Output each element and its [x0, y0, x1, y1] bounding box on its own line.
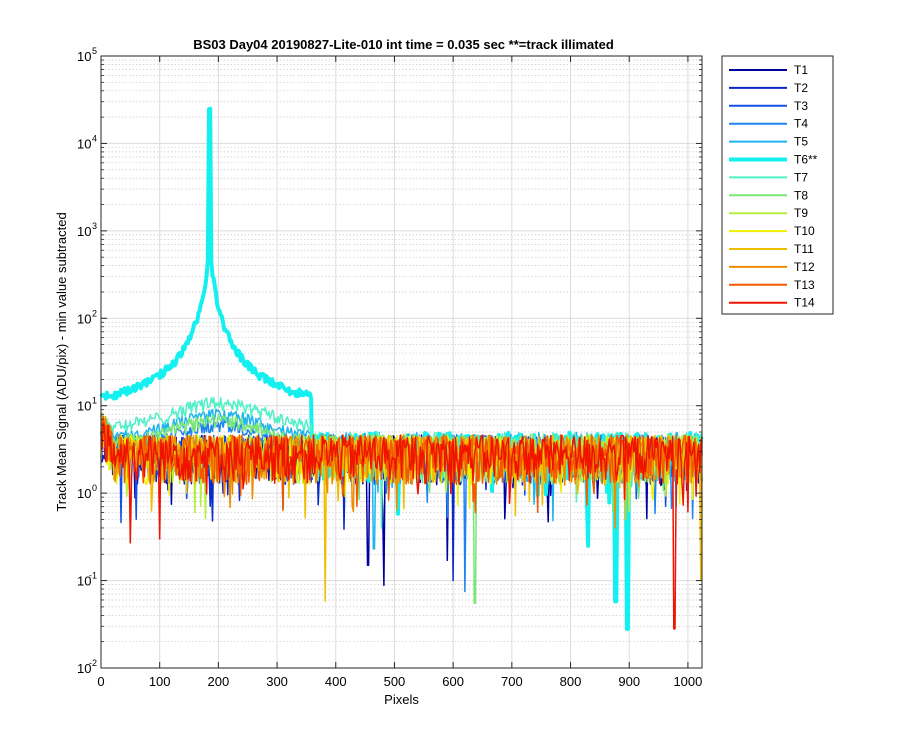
x-tick-label: 1000: [673, 674, 702, 689]
y-tick-label: 10 1: [77, 396, 97, 414]
y-tick-label: 10 0: [77, 483, 97, 501]
x-tick-label: 900: [618, 674, 640, 689]
y-tick-exponent: 4: [92, 133, 97, 143]
x-tick-label: 600: [442, 674, 464, 689]
y-tick-exponent: -1: [89, 571, 97, 581]
y-tick-base: 10: [77, 311, 91, 326]
legend: T1 T2 T3 T4 T5 T6** T7 T8 T9 T10 T11 T12 T13 T14: [721, 55, 834, 315]
y-tick-label: 10-2: [77, 658, 97, 676]
legend-box: [721, 55, 834, 315]
y-tick-base: 10: [77, 661, 91, 676]
legend-entry: T1: [729, 63, 808, 77]
legend-entry: T14: [729, 296, 815, 310]
legend-entry: T5: [729, 135, 808, 149]
legend-entry: T11: [729, 242, 814, 256]
y-tick-label: 10-1: [77, 571, 97, 589]
legend-entry: T8: [729, 188, 808, 202]
x-tick-label: 300: [266, 674, 288, 689]
y-tick-label: 10 5: [77, 46, 97, 64]
legend-label: T10: [794, 224, 815, 238]
x-tick-label: 700: [501, 674, 523, 689]
legend-entry: T10: [729, 224, 815, 238]
x-tick-label: 200: [208, 674, 230, 689]
legend-entry: T3: [729, 99, 808, 113]
axis-ticks: 0 100 200 300 400 500 600 700 800 900 100010-210-1…: [77, 46, 702, 689]
y-tick-exponent: 2: [92, 308, 97, 318]
legend-label: T6**: [794, 153, 818, 167]
y-tick-base: 10: [77, 136, 91, 151]
y-tick-label: 10 3: [77, 221, 97, 239]
legend-label: T1: [794, 63, 808, 77]
series-line-t13: [100, 415, 703, 514]
y-tick-base: 10: [77, 574, 91, 589]
y-tick-exponent: 0: [92, 483, 97, 493]
plot-area-frame: [100, 55, 703, 669]
y-axis-label: Track Mean Signal (ADU/pix) - min value …: [54, 212, 69, 511]
legend-label: T8: [794, 188, 808, 202]
legend-label: T13: [794, 278, 815, 292]
x-tick-label: 100: [149, 674, 171, 689]
y-tick-label: 10 2: [77, 308, 97, 326]
legend-entry: T9: [729, 206, 808, 220]
legend-label: T3: [794, 99, 808, 113]
x-tick-label: 400: [325, 674, 347, 689]
y-tick-exponent: 5: [92, 46, 97, 56]
y-tick-label: 10 4: [77, 133, 97, 151]
y-tick-exponent: 3: [92, 221, 97, 231]
series-lines: [99, 106, 704, 631]
series-line-t14: [100, 422, 703, 630]
legend-label: T4: [794, 117, 808, 131]
x-tick-label: 0: [97, 674, 104, 689]
x-tick-label: 800: [560, 674, 582, 689]
legend-entry: T6**: [729, 153, 818, 167]
legend-label: T12: [794, 260, 815, 274]
legend-label: T7: [794, 170, 808, 184]
y-tick-base: 10: [77, 486, 91, 501]
y-tick-base: 10: [77, 49, 91, 64]
legend-label: T11: [794, 242, 814, 256]
legend-label: T9: [794, 206, 808, 220]
x-tick-label: 500: [384, 674, 406, 689]
x-axis-label: Pixels: [384, 692, 419, 707]
legend-entry: T13: [729, 278, 815, 292]
legend-entry: T12: [729, 260, 815, 274]
legend-label: T2: [794, 81, 808, 95]
legend-entry: T4: [729, 117, 808, 131]
y-tick-exponent: 1: [92, 396, 97, 406]
legend-label: T5: [794, 135, 808, 149]
chart-title: BS03 Day04 20190827-Lite-010 int time = …: [193, 37, 614, 52]
legend-entry: T2: [729, 81, 808, 95]
y-tick-base: 10: [77, 224, 91, 239]
y-tick-exponent: -2: [89, 658, 97, 668]
legend-label: T14: [794, 296, 815, 310]
y-tick-base: 10: [77, 399, 91, 414]
legend-entry: T7: [729, 170, 808, 184]
